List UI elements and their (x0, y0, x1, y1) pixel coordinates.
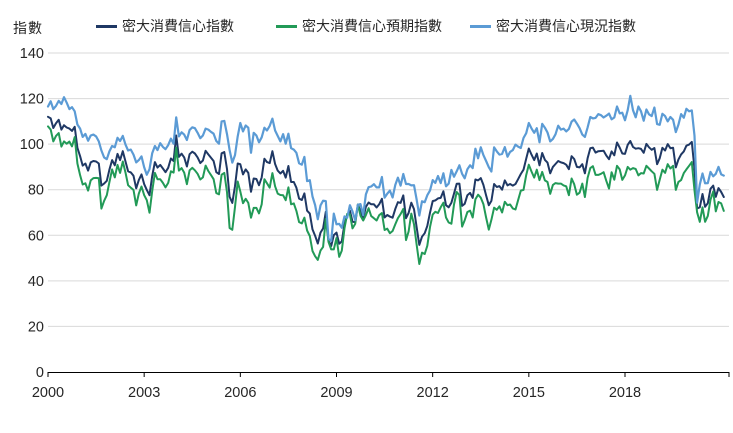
legend-line-swatch-navy (96, 24, 117, 28)
x-tick-label: 2006 (224, 385, 256, 401)
y-tick-label: 20 (28, 319, 44, 335)
y-tick-label: 60 (28, 228, 44, 244)
y-axis-unit-label: 指數 (13, 20, 43, 36)
legend-item-expectations: 密大消費信心預期指數 (276, 17, 442, 35)
legend-item-current-conditions: 密大消費信心現況指數 (470, 17, 636, 35)
y-tick-label: 40 (28, 274, 44, 290)
y-tick-label: 0 (36, 365, 44, 381)
chart-legend: 密大消費信心指數 密大消費信心預期指數 密大消費信心現況指數 (0, 17, 733, 35)
legend-label: 密大消費信心指數 (122, 18, 234, 34)
legend-label: 密大消費信心預期指數 (302, 18, 442, 34)
x-tick-label: 2003 (128, 385, 160, 401)
y-tick-label: 120 (20, 92, 44, 108)
x-tick-label: 2015 (513, 385, 545, 401)
y-tick-label: 140 (20, 46, 44, 62)
y-tick-label: 100 (20, 137, 44, 153)
y-tick-label: 80 (28, 183, 44, 199)
series-line-0 (47, 115, 725, 247)
legend-item-sentiment: 密大消費信心指數 (96, 17, 234, 35)
legend-line-swatch-lightblue (470, 24, 491, 28)
legend-line-swatch-green (276, 24, 297, 28)
x-tick-label: 2018 (609, 385, 641, 401)
x-tick-label: 2009 (320, 385, 352, 401)
legend-label: 密大消費信心現況指數 (496, 18, 636, 34)
x-tick-label: 2000 (32, 385, 64, 401)
series-line-2 (46, 94, 725, 243)
x-tick-label: 2012 (417, 385, 449, 401)
series-line-1 (47, 125, 725, 265)
